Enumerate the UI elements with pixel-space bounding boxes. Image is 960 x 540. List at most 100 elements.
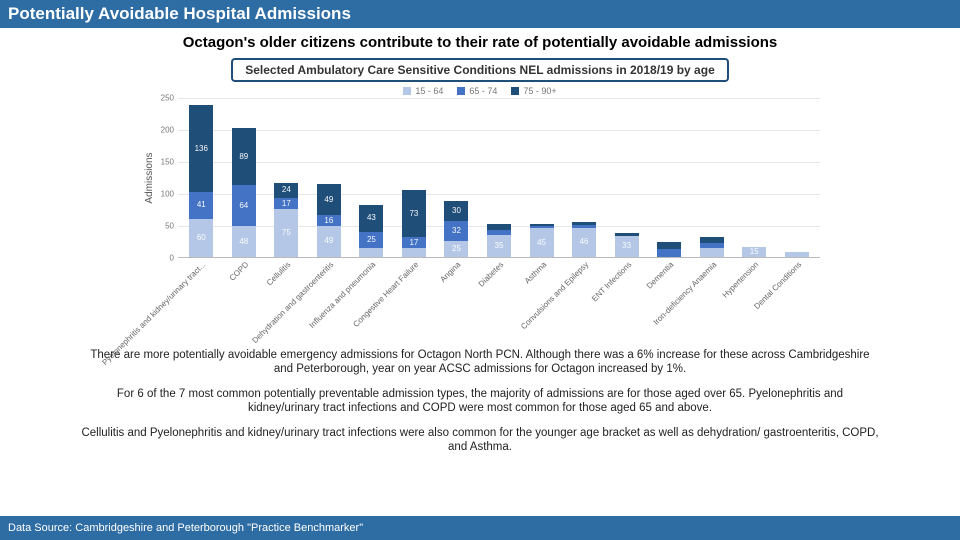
chart-area: Admissions 050100150200250 6041136486489… xyxy=(140,98,820,340)
bar-segment: 17 xyxy=(402,237,426,248)
bar-segment: 43 xyxy=(359,205,383,233)
bar-category: 491649 xyxy=(310,184,349,257)
bar-segment: 60 xyxy=(189,219,213,257)
body-text: There are more potentially avoidable eme… xyxy=(0,340,960,464)
chart-bars: 6041136486489751724491649254317732532303… xyxy=(178,98,820,257)
bar-stack: 45 xyxy=(530,224,554,257)
x-label: Angina xyxy=(437,258,476,340)
ytick: 250 xyxy=(161,94,174,103)
bar-segment: 46 xyxy=(572,228,596,257)
bar-segment xyxy=(657,242,681,250)
bar-segment: 30 xyxy=(444,201,468,220)
chart-container: Admissions 050100150200250 6041136486489… xyxy=(0,98,960,340)
bar-category: 253230 xyxy=(437,201,476,257)
bar-category xyxy=(777,252,816,257)
x-label: Iron-deficiency Anaemia xyxy=(692,258,731,340)
bar-stack: 15 xyxy=(742,247,766,257)
body-paragraph: There are more potentially avoidable eme… xyxy=(80,348,880,377)
bar-stack xyxy=(785,252,809,257)
bar-segment: 35 xyxy=(487,235,511,257)
bar-category xyxy=(692,237,731,257)
ytick: 0 xyxy=(170,254,174,263)
bar-category: 1773 xyxy=(395,190,434,257)
bar-category: 751724 xyxy=(267,183,306,257)
x-label: Pyelonephritis and kidney/urinary tract.… xyxy=(182,258,221,340)
bar-category: 35 xyxy=(480,224,519,257)
bar-stack xyxy=(657,242,681,257)
legend-item: 75 - 90+ xyxy=(511,86,556,96)
bar-stack: 486489 xyxy=(232,128,256,257)
footer-text: Data Source: Cambridgeshire and Peterbor… xyxy=(8,522,363,534)
bar-segment: 49 xyxy=(317,226,341,257)
page-footer: Data Source: Cambridgeshire and Peterbor… xyxy=(0,516,960,540)
bar-category: 6041136 xyxy=(182,105,221,257)
bar-stack: 253230 xyxy=(444,201,468,257)
bar-category: 2543 xyxy=(352,205,391,257)
ytick: 150 xyxy=(161,158,174,167)
bar-segment xyxy=(402,248,426,257)
bar-segment: 33 xyxy=(615,236,639,257)
page-title: Potentially Avoidable Hospital Admission… xyxy=(8,4,351,23)
bar-segment: 75 xyxy=(274,209,298,257)
bar-segment: 25 xyxy=(444,241,468,257)
page-subtitle: Octagon's older citizens contribute to t… xyxy=(0,28,960,56)
x-label: COPD xyxy=(225,258,264,340)
body-paragraph: Cellulitis and Pyelonephritis and kidney… xyxy=(80,426,880,455)
bar-category: 46 xyxy=(565,222,604,257)
chart-xlabels: Pyelonephritis and kidney/urinary tract.… xyxy=(178,258,820,340)
chart-title-wrap: Selected Ambulatory Care Sensitive Condi… xyxy=(0,58,960,82)
bar-segment: 25 xyxy=(359,232,383,248)
bar-stack: 2543 xyxy=(359,205,383,257)
legend-label: 65 - 74 xyxy=(469,86,497,96)
chart-plot: Admissions 050100150200250 6041136486489… xyxy=(178,98,820,258)
page-header: Potentially Avoidable Hospital Admission… xyxy=(0,0,960,28)
legend-swatch xyxy=(403,87,411,95)
bar-segment xyxy=(657,249,681,257)
bar-segment: 64 xyxy=(232,185,256,226)
legend-label: 15 - 64 xyxy=(415,86,443,96)
bar-category: 45 xyxy=(522,224,561,257)
legend-swatch xyxy=(511,87,519,95)
bar-segment: 48 xyxy=(232,226,256,257)
ytick: 50 xyxy=(165,222,174,231)
bar-stack xyxy=(700,237,724,257)
legend-swatch xyxy=(457,87,465,95)
bar-segment: 89 xyxy=(232,128,256,185)
bar-segment: 15 xyxy=(742,247,766,257)
bar-stack: 1773 xyxy=(402,190,426,257)
bar-stack: 491649 xyxy=(317,184,341,257)
bar-stack: 6041136 xyxy=(189,105,213,257)
bar-segment: 136 xyxy=(189,105,213,192)
bar-segment: 49 xyxy=(317,184,341,215)
x-label: ENT Infections xyxy=(607,258,646,340)
chart-title: Selected Ambulatory Care Sensitive Condi… xyxy=(231,58,729,82)
bar-stack: 46 xyxy=(572,222,596,257)
bar-segment: 17 xyxy=(274,198,298,209)
bar-segment: 32 xyxy=(444,221,468,241)
bar-category: 486489 xyxy=(225,128,264,257)
bar-segment: 16 xyxy=(317,215,341,225)
bar-segment xyxy=(785,252,809,257)
bar-stack: 33 xyxy=(615,233,639,257)
legend-item: 15 - 64 xyxy=(403,86,443,96)
x-label: Diabetes xyxy=(480,258,519,340)
chart-legend: 15 - 64 65 - 74 75 - 90+ xyxy=(0,86,960,96)
bar-segment xyxy=(700,248,724,257)
ytick: 200 xyxy=(161,126,174,135)
bar-category xyxy=(650,242,689,257)
bar-segment: 45 xyxy=(530,228,554,257)
bar-segment: 24 xyxy=(274,183,298,198)
x-label: Congestive Heart Failure xyxy=(395,258,434,340)
chart-yaxis: 050100150200250 xyxy=(148,98,174,257)
bar-segment: 41 xyxy=(189,192,213,218)
legend-label: 75 - 90+ xyxy=(523,86,556,96)
body-paragraph: For 6 of the 7 most common potentially p… xyxy=(80,387,880,416)
ytick: 100 xyxy=(161,190,174,199)
bar-segment xyxy=(359,248,383,257)
bar-category: 33 xyxy=(607,233,646,257)
bar-stack: 35 xyxy=(487,224,511,257)
legend-item: 65 - 74 xyxy=(457,86,497,96)
bar-stack: 751724 xyxy=(274,183,298,257)
bar-category: 15 xyxy=(735,247,774,257)
bar-segment: 73 xyxy=(402,190,426,237)
